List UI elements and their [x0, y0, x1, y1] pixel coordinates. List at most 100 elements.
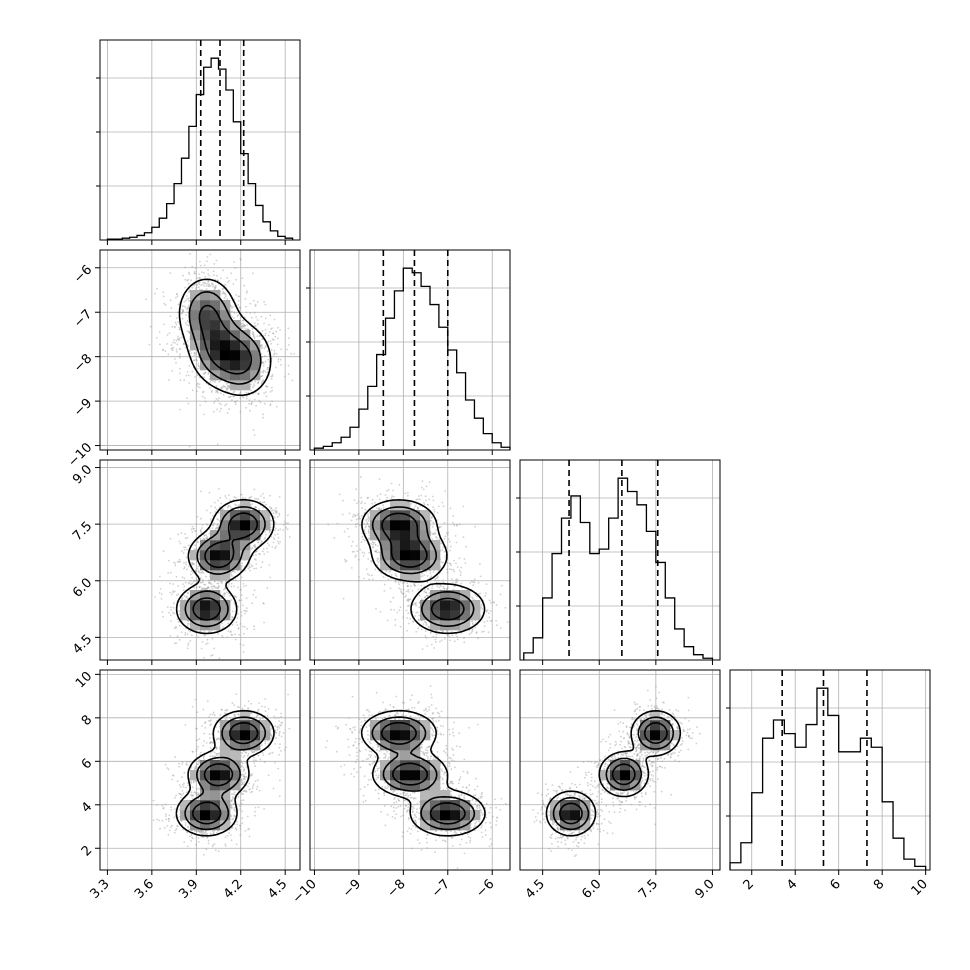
- sample-point: [239, 588, 242, 591]
- density-cell: [240, 510, 251, 521]
- sample-point: [168, 379, 170, 381]
- sample-point: [226, 636, 229, 639]
- sample-point: [450, 545, 452, 548]
- sample-point: [170, 344, 173, 346]
- sample-point: [191, 389, 194, 392]
- sample-point: [183, 595, 186, 597]
- sample-point: [413, 583, 416, 585]
- sample-point: [258, 399, 261, 402]
- sample-point: [194, 359, 196, 362]
- sample-point: [187, 307, 189, 310]
- sample-point: [363, 523, 366, 526]
- sample-point: [262, 380, 264, 382]
- sample-point: [361, 535, 364, 538]
- sample-point: [166, 334, 169, 336]
- sample-point: [243, 327, 246, 329]
- sample-point: [267, 334, 270, 337]
- sample-point: [472, 584, 475, 586]
- sample-point: [216, 279, 219, 282]
- sample-point: [333, 537, 336, 539]
- density-cell: [200, 560, 211, 571]
- sample-point: [275, 545, 277, 548]
- sample-point: [255, 404, 257, 407]
- histogram-steps-2: [523, 477, 714, 660]
- sample-point: [221, 622, 223, 625]
- sample-point: [441, 549, 444, 551]
- sample-point: [186, 568, 188, 571]
- sample-point: [246, 323, 249, 326]
- sample-point: [481, 608, 484, 610]
- sample-point: [241, 604, 244, 607]
- sample-point: [174, 342, 176, 344]
- sample-point: [217, 522, 219, 525]
- sample-point: [277, 360, 280, 363]
- sample-point: [263, 369, 265, 372]
- sample-point: [432, 499, 435, 502]
- sample-point: [245, 395, 248, 398]
- sample-point: [174, 564, 177, 567]
- sample-point: [266, 371, 269, 374]
- sample-point: [229, 396, 231, 399]
- sample-point: [435, 633, 438, 636]
- sample-point: [181, 550, 183, 553]
- sample-point: [236, 399, 239, 402]
- sample-point: [217, 488, 220, 490]
- sample-point: [226, 388, 228, 391]
- sample-point: [272, 353, 275, 356]
- sample-point: [230, 307, 233, 309]
- sample-point: [214, 381, 216, 383]
- sample-point: [193, 270, 196, 273]
- sample-point: [175, 576, 178, 578]
- sample-point: [357, 512, 360, 515]
- sample-point: [181, 317, 184, 320]
- sample-point: [272, 332, 275, 335]
- sample-point: [351, 515, 354, 518]
- sample-point: [199, 537, 202, 540]
- histogram-panel-0: [96, 39, 301, 241]
- sample-point: [200, 490, 202, 493]
- sample-point: [212, 514, 214, 517]
- sample-point: [181, 576, 184, 579]
- density-cell: [210, 340, 221, 351]
- sample-point: [243, 324, 246, 327]
- sample-point: [418, 594, 421, 597]
- sample-point: [365, 525, 367, 528]
- sample-point: [181, 305, 184, 308]
- sample-point: [235, 596, 238, 598]
- sample-point: [220, 403, 222, 406]
- sample-point: [256, 382, 259, 385]
- sample-point: [262, 506, 265, 509]
- sample-point: [229, 499, 232, 502]
- sample-point: [245, 607, 248, 609]
- sample-point: [180, 336, 183, 339]
- sample-point: [453, 524, 456, 527]
- sample-point: [255, 596, 257, 599]
- sample-point: [224, 495, 227, 497]
- sample-point: [191, 370, 194, 373]
- sample-point: [261, 380, 263, 383]
- sample-point: [432, 506, 434, 508]
- sample-point: [404, 492, 407, 495]
- sample-point: [172, 346, 175, 349]
- sample-point: [371, 574, 373, 577]
- sample-point: [327, 523, 330, 526]
- sample-point: [169, 272, 172, 274]
- histogram-steps-1: [313, 267, 511, 450]
- sample-point: [187, 306, 189, 308]
- sample-point: [178, 355, 181, 357]
- sample-point: [175, 348, 178, 351]
- sample-point: [259, 401, 262, 404]
- sample-point: [257, 381, 260, 384]
- sample-point: [222, 393, 225, 396]
- density-cell: [210, 300, 221, 311]
- sample-point: [168, 332, 171, 335]
- sample-point: [266, 551, 269, 553]
- sample-point: [353, 550, 355, 553]
- sample-point: [463, 558, 466, 560]
- sample-point: [239, 493, 242, 496]
- sample-point: [187, 282, 190, 285]
- sample-point: [149, 325, 152, 328]
- sample-point: [212, 274, 215, 276]
- sample-point: [355, 488, 358, 491]
- sample-point: [209, 253, 212, 256]
